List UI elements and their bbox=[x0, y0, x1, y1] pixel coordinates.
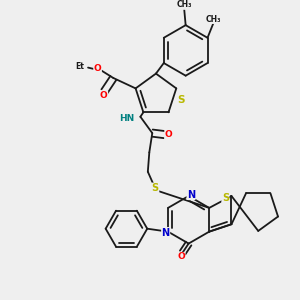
Text: O: O bbox=[94, 64, 101, 73]
Text: S: S bbox=[222, 193, 229, 203]
Text: S: S bbox=[152, 183, 159, 193]
Text: CH₃: CH₃ bbox=[206, 15, 221, 24]
Text: HN: HN bbox=[119, 114, 134, 123]
Text: O: O bbox=[177, 252, 185, 261]
Text: CH₃: CH₃ bbox=[176, 1, 192, 10]
Text: O: O bbox=[100, 91, 108, 100]
Text: N: N bbox=[187, 190, 195, 200]
Text: O: O bbox=[165, 130, 172, 139]
Text: N: N bbox=[162, 228, 170, 238]
Text: S: S bbox=[178, 95, 185, 105]
Text: Et: Et bbox=[76, 62, 85, 71]
